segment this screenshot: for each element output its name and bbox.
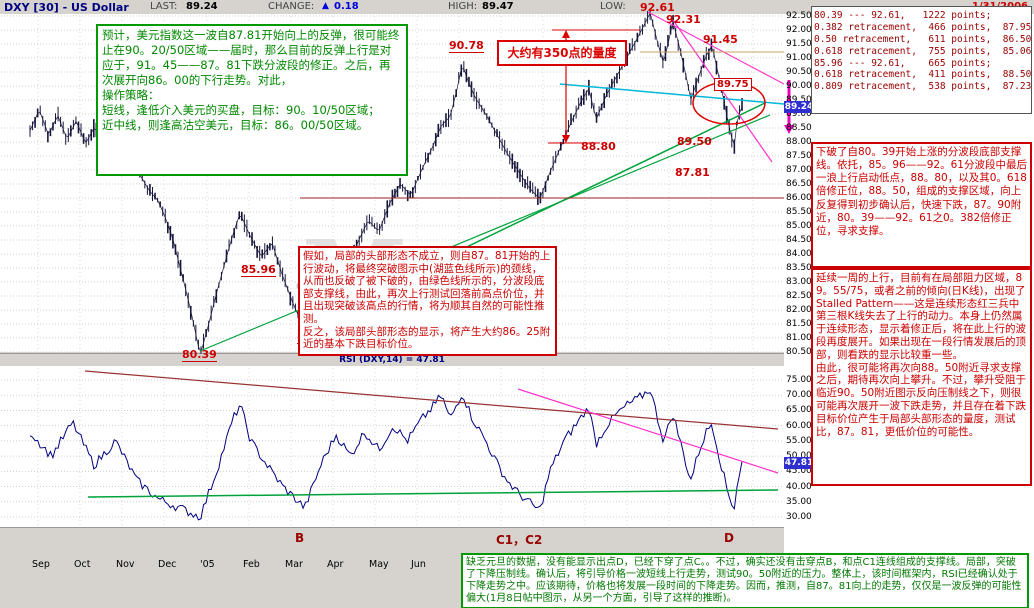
high-label: HIGH: bbox=[448, 1, 478, 12]
month-label: May bbox=[369, 559, 389, 570]
measure-note: 大约有350点的量度 bbox=[497, 40, 627, 66]
month-label: Nov bbox=[116, 559, 135, 570]
symbol-title: DXY [30] - US Dollar bbox=[4, 1, 129, 14]
month-label: Mar bbox=[285, 559, 303, 570]
swing-letter: D bbox=[724, 531, 734, 545]
rsi-analysis-note: 缺乏元旦的数据，没有能显示出点D，已经下穿了点C。。不过，确实还没有击穿点B，和… bbox=[461, 553, 1029, 608]
retracement-line: 0.618 retracement, 755 points, 85.06; bbox=[814, 45, 1032, 57]
rsi-plot[interactable] bbox=[0, 366, 784, 528]
retracement-line: 0.809 retracement, 538 points, 87.23; bbox=[814, 81, 1032, 93]
month-label: Apr bbox=[327, 559, 344, 570]
change-label: CHANGE: bbox=[268, 1, 315, 12]
month-label: '05 bbox=[200, 559, 215, 570]
low-label: LOW: bbox=[600, 1, 626, 12]
retracement-line: 85.96 --- 92.61, 665 points; bbox=[814, 57, 992, 69]
month-label: Sep bbox=[32, 559, 50, 570]
retracement-line: 0.618 retracement, 411 points, 88.50; bbox=[814, 69, 1032, 81]
month-label: Jun bbox=[411, 559, 426, 570]
retracement-panel: 80.39 --- 92.61, 1222 points; 0.382 retra… bbox=[811, 6, 1032, 114]
forecast-note: 预计，美元指数这一波自87.81开始向上的反弹，很可能终止在90。20/50区域… bbox=[96, 24, 408, 176]
month-label: Oct bbox=[74, 559, 91, 570]
support-break-note: 下破了自80。39开始上涨的分波段底部支撑线。依托，85。96——92。61分波… bbox=[811, 142, 1032, 268]
swing-letter: B bbox=[295, 531, 305, 545]
head-pattern-note: 假如，局部的头部形态不成立，则自87。81开始的上行波动，将最终突破图示中(湖蓝… bbox=[298, 246, 557, 356]
swing-letter: C1，C2 bbox=[496, 533, 543, 547]
rsi-header-label: RSI (DXY,14) = 47.81 bbox=[339, 355, 445, 365]
last-label: LAST: bbox=[150, 1, 178, 12]
up-arrow-icon: ▲ bbox=[322, 1, 329, 11]
last-value: 89.24 bbox=[186, 1, 218, 12]
retracement-line: 0.50 retracement, 611 points, 86.50; bbox=[814, 33, 1032, 45]
high-value: 89.47 bbox=[482, 1, 514, 12]
month-label: Dec bbox=[158, 559, 177, 570]
retracement-line: 0.382 retracement, 466 points, 87.95; bbox=[814, 21, 1032, 33]
title-bar: DXY [30] - US Dollar LAST: 89.24 CHANGE:… bbox=[0, 0, 1034, 15]
stalled-pattern-note: 延续一周的上行，目前有在局部阻力区域，89。55/75，或者之前的倾向(日K线)… bbox=[811, 268, 1032, 486]
retracement-line: 80.39 --- 92.61, 1222 points; bbox=[814, 10, 992, 21]
change-value: 0.18 bbox=[334, 1, 359, 12]
month-label: Feb bbox=[243, 559, 260, 570]
